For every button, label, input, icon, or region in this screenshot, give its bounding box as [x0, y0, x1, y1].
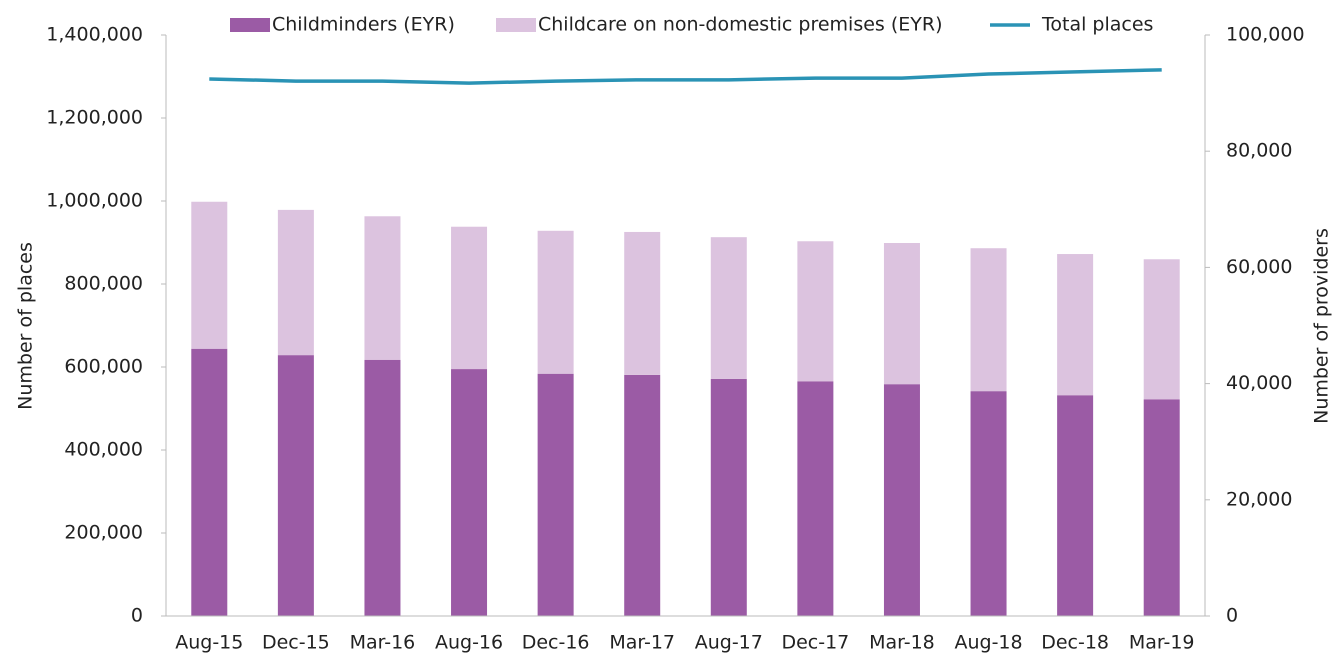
bar: [364, 216, 401, 360]
y2-tick-label: 100,000: [1226, 24, 1305, 46]
y2-axis-title: Number of providers: [1311, 228, 1333, 424]
bar: [883, 242, 920, 385]
x-tick-label: Dec-17: [781, 632, 849, 654]
x-tick-label: Aug-17: [695, 632, 763, 654]
y2-tick-label: 0: [1226, 605, 1238, 627]
bar: [537, 373, 574, 616]
y-tick-label: 200,000: [64, 522, 143, 544]
bar: [797, 381, 834, 616]
y-tick-label: 600,000: [64, 356, 143, 378]
bar: [364, 359, 401, 616]
bar: [1143, 399, 1180, 616]
legend-label: Total places: [1041, 14, 1153, 36]
bar: [537, 230, 574, 374]
bar: [277, 209, 314, 356]
bar: [883, 384, 920, 616]
x-tick-label: Aug-15: [175, 632, 243, 654]
y2-tick-label: 20,000: [1226, 488, 1292, 510]
x-tick-label: Mar-17: [609, 632, 675, 654]
x-tick-label: Aug-18: [954, 632, 1022, 654]
legend-swatch: [496, 18, 536, 32]
bar: [710, 378, 747, 616]
bar: [191, 201, 228, 349]
y-tick-label: 1,000,000: [46, 190, 143, 212]
bar: [624, 374, 661, 616]
y-tick-label: 1,200,000: [46, 107, 143, 129]
bar: [624, 231, 661, 375]
y-tick-label: 400,000: [64, 439, 143, 461]
y-axis-title: Number of places: [15, 242, 37, 410]
y2-tick-label: 60,000: [1226, 256, 1292, 278]
x-tick-label: Dec-16: [522, 632, 590, 654]
legend-swatch: [230, 18, 270, 32]
y2-tick-label: 40,000: [1226, 372, 1292, 394]
bar: [710, 237, 747, 379]
bar: [797, 241, 834, 382]
bar: [970, 391, 1007, 616]
x-tick-label: Mar-18: [869, 632, 935, 654]
bar: [1143, 259, 1180, 400]
x-tick-label: Dec-15: [262, 632, 330, 654]
bar: [1057, 395, 1094, 616]
bar: [191, 348, 228, 616]
bar: [1057, 254, 1094, 396]
line: [209, 68, 1162, 85]
legend-label: Childcare on non-domestic premises (EYR): [538, 14, 943, 36]
bar: [277, 355, 314, 616]
bar: [451, 226, 488, 370]
legend-label: Childminders (EYR): [272, 14, 455, 36]
y-tick-label: 0: [131, 605, 143, 627]
y-tick-label: 800,000: [64, 273, 143, 295]
x-tick-label: Dec-18: [1041, 632, 1109, 654]
y2-tick-label: 80,000: [1226, 140, 1292, 162]
x-tick-label: Aug-16: [435, 632, 503, 654]
bar: [970, 248, 1007, 392]
y-tick-label: 1,400,000: [46, 24, 143, 46]
x-tick-label: Mar-16: [350, 632, 416, 654]
x-tick-label: Mar-19: [1129, 632, 1195, 654]
bar: [451, 369, 488, 616]
